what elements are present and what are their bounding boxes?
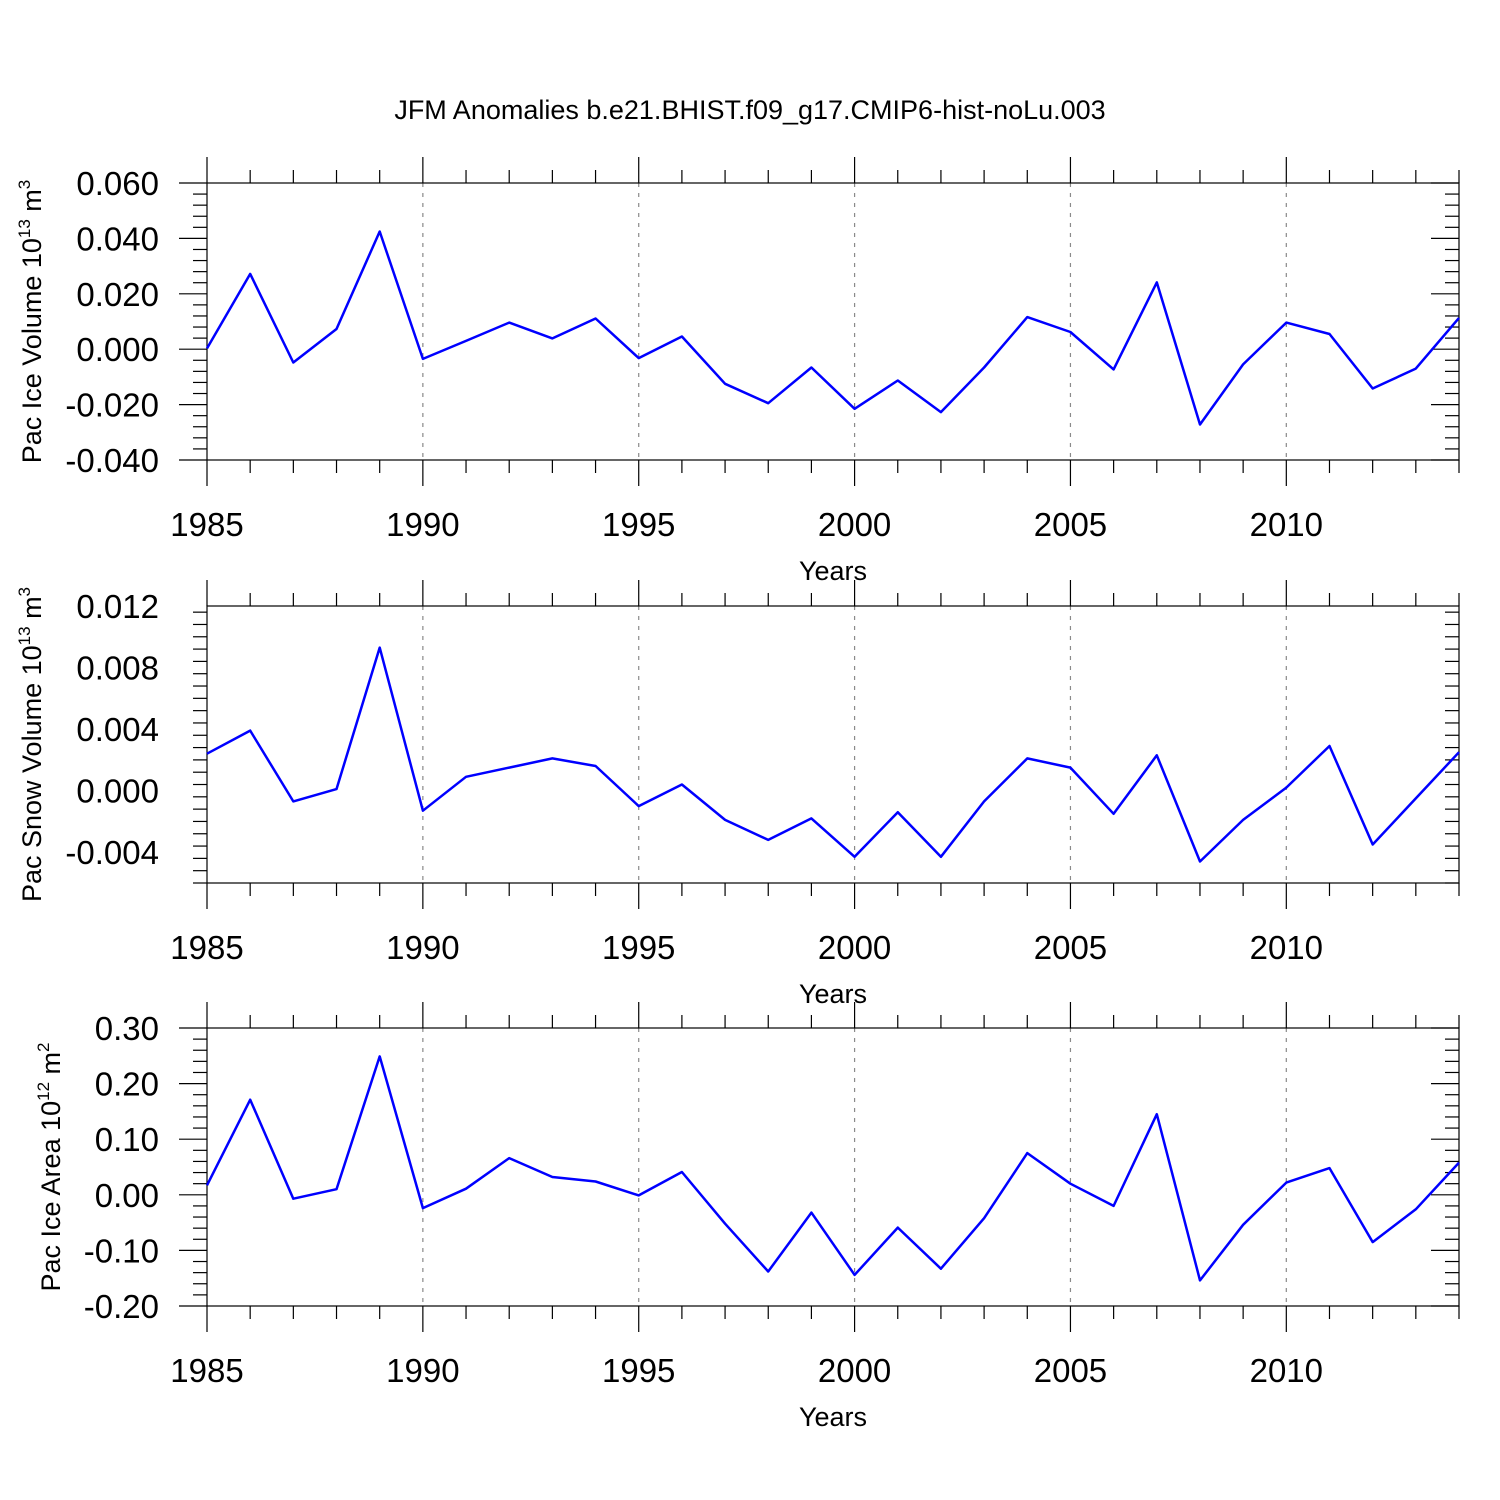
x-tick-label: 2005 — [1034, 1352, 1107, 1389]
y-tick-label: -0.040 — [65, 442, 159, 479]
y-tick-label: 0.008 — [76, 650, 159, 687]
x-axis-label: Years — [799, 979, 867, 1009]
x-tick-label: 2000 — [818, 1352, 891, 1389]
y-tick-label: 0.000 — [76, 773, 159, 810]
x-tick-label: 1990 — [386, 929, 459, 966]
x-tick-label: 2005 — [1034, 929, 1107, 966]
x-axis-label: Years — [799, 556, 867, 586]
x-tick-label: 1990 — [386, 506, 459, 543]
x-tick-label: 2010 — [1250, 929, 1323, 966]
series-line — [205, 1055, 1460, 1282]
y-tick-label: 0.00 — [95, 1177, 159, 1214]
y-tick-label: -0.10 — [84, 1232, 159, 1269]
series-line — [206, 646, 1460, 863]
plot-frame — [206, 182, 1460, 461]
plot-frame — [206, 605, 1460, 884]
y-axis-label: Pac Snow Volume 1013 m3 — [15, 587, 47, 902]
y-tick-label: 0.060 — [76, 165, 159, 202]
x-tick-label: 2005 — [1034, 506, 1107, 543]
panel-3: 1985 1990 1995 2000 2005 2010 Years -0.20 -0.10 0… — [34, 1002, 1460, 1432]
y-tick-label: 0.000 — [76, 331, 159, 368]
x-tick-label: 2000 — [818, 506, 891, 543]
y-tick-label: -0.20 — [84, 1288, 159, 1325]
x-tick-label: 1985 — [170, 1352, 243, 1389]
series-line — [205, 230, 1460, 426]
y-tick-label: 0.30 — [95, 1010, 159, 1047]
y-tick-label: 0.020 — [76, 276, 159, 313]
x-tick-label: 1985 — [170, 506, 243, 543]
y-tick-label: -0.004 — [65, 834, 159, 871]
y-tick-label: 0.10 — [95, 1121, 159, 1158]
y-tick-label: 0.004 — [76, 711, 159, 748]
y-axis-label: Pac Ice Volume 1013 m3 — [15, 180, 47, 464]
y-tick-label: 0.012 — [76, 588, 159, 625]
panel-2: 1985 1990 1995 2000 2005 2010 Years -0.004 0.000… — [15, 580, 1460, 1009]
x-tick-label: 1995 — [602, 506, 675, 543]
y-tick-label: 0.040 — [76, 220, 159, 257]
x-tick-label: 2010 — [1250, 506, 1323, 543]
x-tick-label: 1995 — [602, 1352, 675, 1389]
x-tick-label: 1990 — [386, 1352, 459, 1389]
x-tick-label: 2010 — [1250, 1352, 1323, 1389]
y-tick-label: -0.020 — [65, 387, 159, 424]
x-tick-label: 2000 — [818, 929, 891, 966]
x-tick-label: 1995 — [602, 929, 675, 966]
y-axis-label: Pac Ice Area 1012 m2 — [34, 1042, 66, 1291]
plot-frame — [206, 1027, 1460, 1307]
chart-panels: 1985 1990 1995 2000 2005 2010 Years -0.040 -0.02… — [15, 157, 1460, 1432]
x-tick-label: 1985 — [170, 929, 243, 966]
y-tick-label: 0.20 — [95, 1066, 159, 1103]
panel-1: 1985 1990 1995 2000 2005 2010 Years -0.040 -0.02… — [15, 157, 1460, 586]
x-axis-label: Years — [799, 1402, 867, 1432]
chart-title: JFM Anomalies b.e21.BHIST.f09_g17.CMIP6-… — [394, 95, 1105, 125]
